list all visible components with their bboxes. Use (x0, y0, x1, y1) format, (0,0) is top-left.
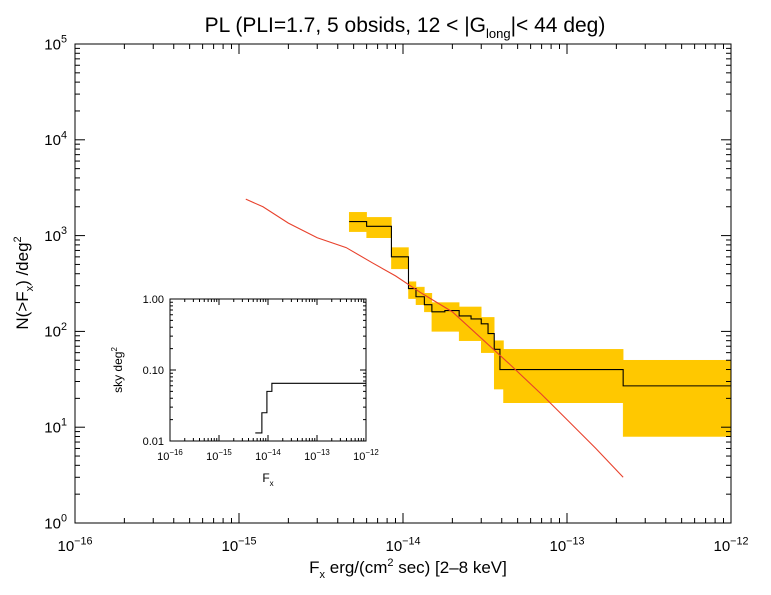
inset-x-axis-label: Fx (262, 471, 273, 488)
x-axis-label: Fx erg/(cm2 sec) [2–8 keV] (309, 557, 507, 581)
inset-y-tick-text: 1.00 (143, 294, 164, 306)
main-x-tick-base: 10 (221, 538, 238, 555)
main-x-tick-exp: −15 (238, 535, 256, 547)
main-x-tick-exp: −16 (74, 535, 92, 547)
inset-x-tick-base: 10 (255, 451, 267, 463)
inset-y-tick-label: 0.01 (143, 436, 164, 448)
inset-panel: 10−16 10−15 10−14 10−13 10−120.010.101.00 (143, 294, 379, 463)
main-x-tick-exp: −12 (730, 535, 748, 547)
main-x-tick-label: 10−13 (549, 535, 584, 555)
inset-x-label-sub: x (270, 479, 274, 488)
main-y-tick-label: 103 (44, 225, 67, 245)
main-band-step-3 (408, 281, 417, 299)
main-y-tick-exp: 2 (61, 321, 67, 333)
main-y-tick-base: 10 (44, 515, 61, 532)
inset-x-tick-label: 10−14 (255, 448, 281, 463)
y-axis-label-sub: x (24, 285, 36, 291)
main-x-tick-base: 10 (713, 538, 730, 555)
title-text-end: |< 44 deg) (511, 14, 606, 37)
inset-x-label-f: F (262, 471, 269, 485)
main-x-tick-exp: −13 (566, 535, 584, 547)
main-x-tick-label: 10−14 (385, 535, 420, 555)
main-y-tick-exp: 0 (61, 513, 67, 525)
main-y-tick-base: 10 (44, 36, 61, 53)
main-y-tick-base: 10 (44, 324, 61, 341)
inset-x-tick-label: 10−16 (157, 448, 183, 463)
inset-x-tick-exp: −15 (218, 448, 232, 457)
main-y-tick-label: 104 (44, 129, 67, 149)
inset-y-tick-label: 0.10 (143, 365, 164, 377)
inset-x-tick-exp: −14 (267, 448, 281, 457)
main-x-tick-exp: −14 (402, 535, 420, 547)
main-y-tick-exp: 4 (61, 129, 67, 141)
title-text: PL (PLI=1.7, 5 obsids, 12 < |G (205, 14, 486, 37)
main-band-step-6 (431, 302, 460, 332)
main-y-tick-label: 102 (44, 321, 67, 341)
main-x-tick-label: 10−16 (57, 535, 92, 555)
main-band-step-1 (366, 217, 392, 238)
main-x-tick-label: 10−15 (221, 535, 256, 555)
inset-y-tick-label: 1.00 (143, 294, 164, 306)
inset-y-label-sup: 2 (110, 347, 119, 352)
main-panel: 10−16 10−15 10−14 10−13 10−12100101102103104… (44, 34, 748, 556)
main-band-step-8 (480, 317, 495, 353)
inset-x-tick-label: 10−12 (353, 448, 379, 463)
main-x-tick-base: 10 (385, 538, 402, 555)
inset-x-tick-base: 10 (304, 451, 316, 463)
inset-y-tick-text: 0.10 (143, 365, 164, 377)
inset-x-tick-base: 10 (353, 451, 365, 463)
inset-x-tick-exp: −13 (316, 448, 330, 457)
inset-x-tick-base: 10 (157, 451, 169, 463)
main-x-tick-base: 10 (57, 538, 74, 555)
inset-background (170, 299, 366, 441)
main-series-model (245, 198, 624, 478)
main-x-tick-label: 10−12 (713, 535, 748, 555)
x-axis-label-units: erg/(cm (325, 558, 387, 577)
main-band-step-2 (391, 247, 409, 270)
main-band-step-9 (493, 340, 504, 390)
main-y-tick-label: 100 (44, 513, 67, 533)
main-y-tick-label: 105 (44, 34, 67, 54)
y-axis-label-n: N(>F (13, 291, 32, 329)
inset-x-tick-label: 10−15 (206, 448, 232, 463)
inset-x-tick-exp: −12 (365, 448, 378, 457)
chart-title: PL (PLI=1.7, 5 obsids, 12 < |Glong|< 44 … (205, 14, 606, 41)
inset-y-tick-text: 0.01 (143, 436, 164, 448)
y-axis-label-sup: 2 (12, 236, 24, 242)
main-x-tick-base: 10 (549, 538, 566, 555)
main-y-tick-base: 10 (44, 132, 61, 149)
inset-series-sky-coverage (255, 382, 366, 434)
main-series-cumulative-counts (349, 221, 731, 387)
main-y-tick-exp: 5 (61, 34, 67, 46)
main-y-tick-exp: 1 (61, 417, 67, 429)
y-axis-label: N(>Fx) /deg2 (12, 236, 36, 329)
inset-y-axis-label: sky deg2 (110, 347, 125, 393)
inset-x-tick-label: 10−13 (304, 448, 330, 463)
main-y-tick-label: 101 (44, 417, 67, 437)
main-y-tick-base: 10 (44, 419, 61, 436)
x-axis-label-end: sec) [2–8 keV] (393, 558, 506, 577)
y-axis-label-units: ) /deg (13, 242, 32, 285)
x-axis-label-sub: x (320, 569, 326, 581)
title-subscript: long (486, 26, 511, 41)
main-y-tick-base: 10 (44, 228, 61, 245)
x-axis-label-f: F (309, 558, 319, 577)
inset-x-tick-exp: −16 (169, 448, 183, 457)
main-band-step-11 (622, 359, 732, 437)
inset-x-tick-base: 10 (206, 451, 218, 463)
x-axis-label-sup: 2 (387, 557, 393, 569)
main-band-step-10 (503, 349, 624, 403)
main-y-tick-exp: 3 (61, 225, 67, 237)
inset-y-label-text: sky deg (111, 352, 125, 393)
